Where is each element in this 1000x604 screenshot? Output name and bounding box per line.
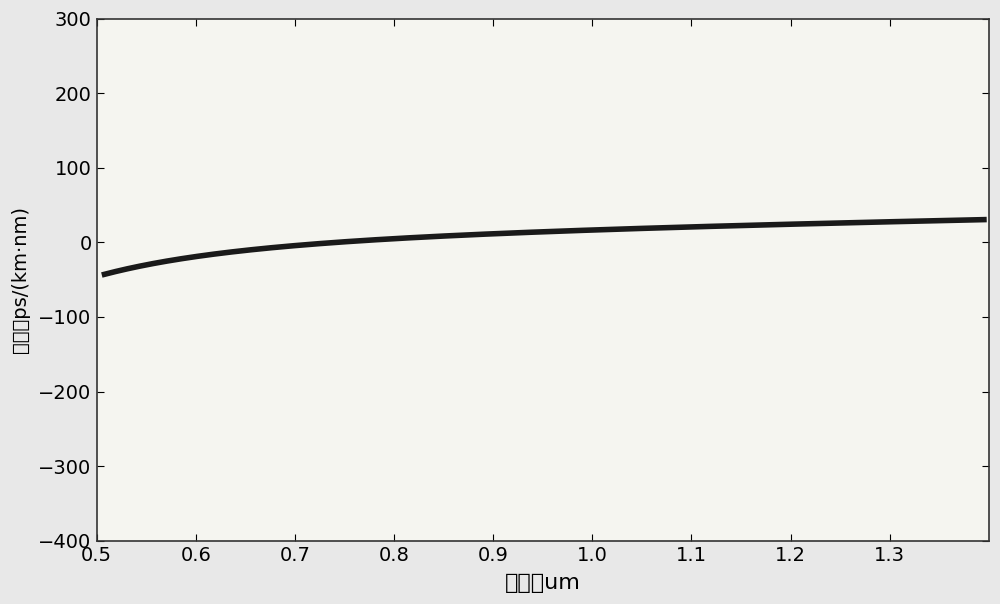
X-axis label: 波长：um: 波长：um [505, 573, 581, 593]
Y-axis label: 色散：ps/(km·nm): 色散：ps/(km·nm) [11, 206, 30, 353]
